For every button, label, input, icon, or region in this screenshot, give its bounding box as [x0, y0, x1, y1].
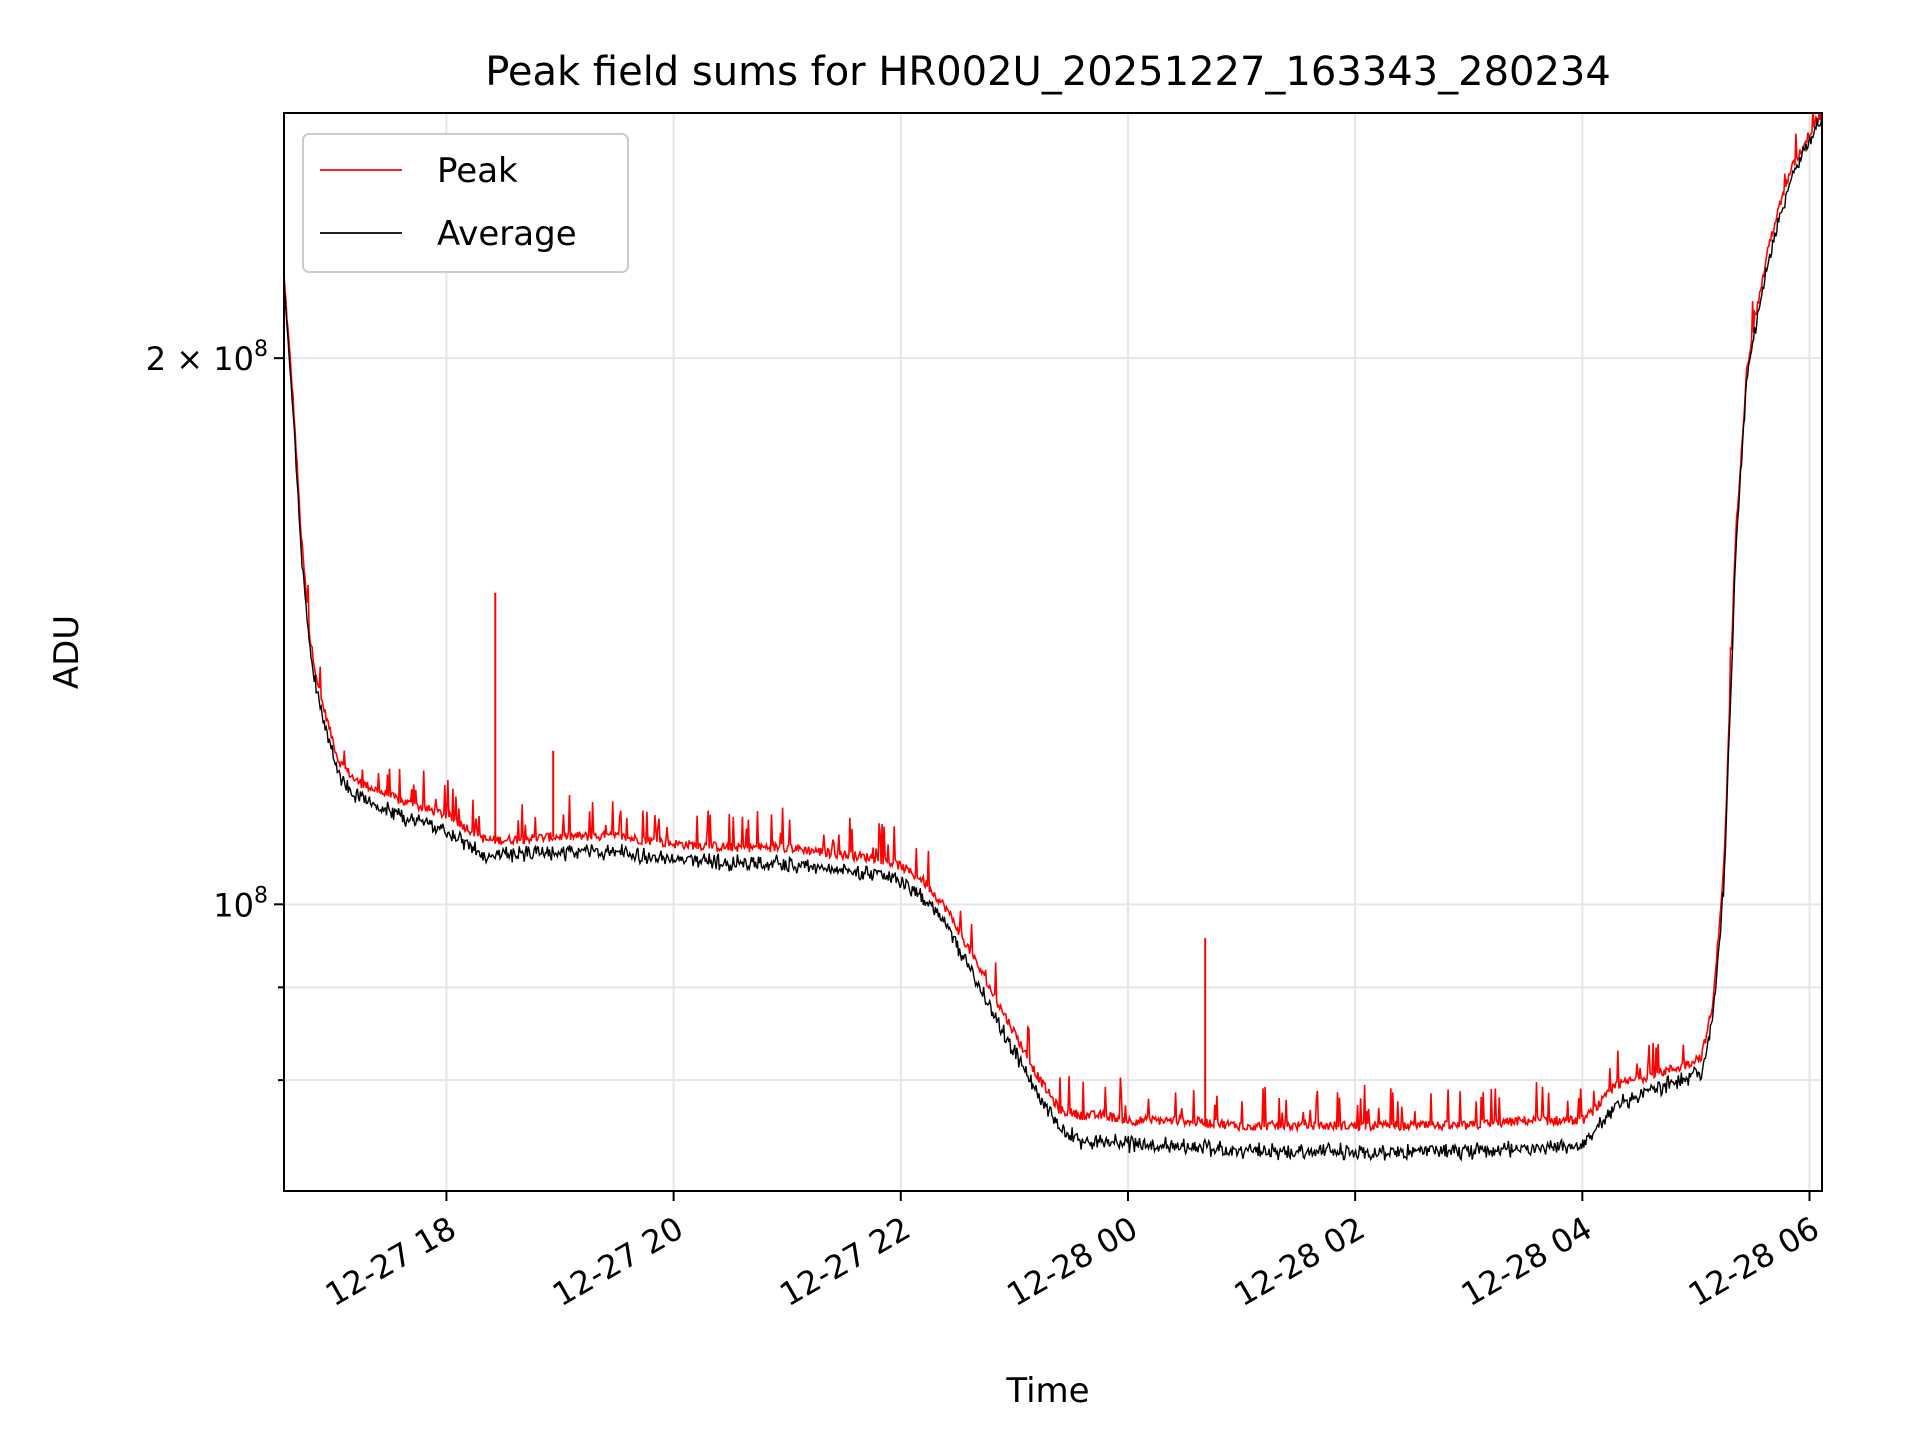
y-tick-label: 2 × 108 — [146, 337, 268, 378]
grid-lines — [284, 113, 1822, 1191]
legend: Peak Average — [302, 133, 629, 273]
legend-label-average: Average — [437, 214, 577, 254]
average-series-line — [284, 114, 1822, 1162]
y-tick-base: 10 — [213, 886, 254, 924]
y-tick-mantissa: 2 × — [146, 340, 214, 378]
y-tick-exponent: 8 — [254, 883, 268, 908]
y-tick-base: 10 — [213, 340, 254, 378]
peak-series-line — [284, 113, 1822, 1134]
x-axis-label: Time — [1005, 1371, 1089, 1411]
legend-label-peak: Peak — [437, 151, 518, 191]
y-tick-label: 108 — [213, 883, 268, 924]
plot-frame — [283, 112, 1823, 1192]
y-tick-exponent: 8 — [254, 337, 268, 362]
series-layer — [284, 113, 1822, 1162]
legend-box — [302, 133, 629, 273]
chart-title: Peak field sums for HR002U_20251227_1633… — [485, 49, 1611, 95]
y-axis-label: ADU — [47, 615, 87, 689]
